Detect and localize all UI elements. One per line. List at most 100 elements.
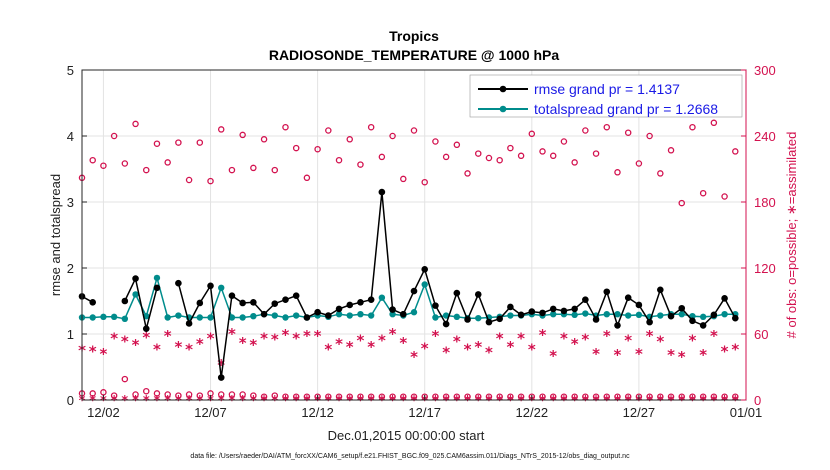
- obs-assimilated-low-point: *: [186, 394, 193, 409]
- rmse-point: [474, 291, 482, 298]
- obs-assimilated-low-point: *: [378, 394, 385, 409]
- obs-possible-low-point: [367, 393, 375, 400]
- obs-assimilated-low-point: *: [507, 394, 514, 409]
- obs-possible-point: [592, 150, 600, 157]
- totalspread-point: [432, 314, 439, 321]
- obs-possible-point: [732, 148, 739, 155]
- y-left-tick-label: 4: [67, 129, 74, 144]
- rmse-point: [603, 288, 611, 296]
- obs-possible-low-point: [507, 393, 514, 400]
- obs-possible-low-point: [357, 393, 364, 400]
- rmse-point: [228, 292, 236, 300]
- obs-possible-point: [389, 132, 396, 140]
- obs-possible-point: [517, 152, 525, 160]
- obs-assimilated-low-point: *: [635, 394, 642, 409]
- obs-assimilated-point: *: [474, 338, 482, 356]
- obs-possible-low-point: [400, 393, 407, 400]
- totalspread-point: [410, 309, 418, 316]
- rmse-point: [592, 316, 600, 323]
- rmse-point: [614, 322, 621, 329]
- obs-possible-low-point: [689, 393, 696, 400]
- y-left-tick-label: 1: [67, 327, 74, 342]
- y-right-tick-label: 120: [754, 261, 776, 276]
- obs-assimilated-low-point: *: [271, 394, 278, 409]
- rmse-point: [185, 320, 193, 327]
- totalspread-point: [367, 312, 375, 319]
- obs-assimilated-point: *: [357, 332, 365, 350]
- obs-assimilated-low-point: *: [689, 394, 696, 409]
- rmse-point: [710, 311, 718, 319]
- obs-assimilated-point: *: [571, 335, 579, 353]
- obs-possible-low-point: [335, 393, 343, 400]
- obs-assimilated-point: *: [549, 347, 557, 365]
- y-left-tick-label: 0: [67, 393, 74, 408]
- obs-possible-point: [667, 147, 675, 154]
- rmse-point: [560, 307, 568, 315]
- rmse-point: [142, 325, 150, 333]
- obs-possible-low-point: [710, 393, 718, 400]
- rmse-point: [635, 301, 643, 309]
- obs-possible-low-point: [250, 392, 257, 399]
- totalspread-point: [346, 312, 353, 319]
- obs-assimilated-low-point: *: [143, 394, 150, 409]
- obs-assimilated-low-point: *: [239, 394, 246, 409]
- obs-possible-point: [560, 138, 568, 145]
- rmse-point: [657, 286, 664, 294]
- rmse-point: [453, 289, 461, 297]
- obs-possible-low-point: [260, 393, 268, 400]
- obs-assimilated-point: *: [164, 327, 172, 345]
- y-left-tick-label: 2: [67, 261, 74, 276]
- rmse-point: [517, 311, 525, 319]
- obs-possible-low-point: [603, 393, 611, 400]
- obs-assimilated-low-point: *: [561, 394, 568, 409]
- obs-possible-low-point: [496, 393, 503, 400]
- obs-possible-point: [464, 170, 471, 177]
- obs-assimilated-low-point: *: [603, 394, 610, 409]
- obs-possible-low-point: [282, 393, 289, 400]
- obs-possible-low-point: [560, 393, 568, 400]
- rmse-point: [260, 310, 268, 318]
- obs-possible-point: [378, 153, 386, 161]
- obs-possible-low-point: [464, 393, 471, 400]
- obs-assimilated-low-point: *: [121, 394, 128, 409]
- obs-possible-low-point: [89, 390, 96, 397]
- rmse-point: [153, 284, 161, 292]
- obs-assimilated-low-point: *: [100, 394, 107, 409]
- y-axis-label-right: # of obs: o=possible; ∗=assimilated: [784, 132, 799, 339]
- obs-assimilated-point: *: [367, 338, 375, 356]
- obs-assimilated-point: *: [335, 335, 343, 353]
- obs-possible-low-point: [217, 391, 225, 398]
- obs-possible-point: [325, 127, 332, 134]
- legend-rmse-marker: [499, 85, 507, 93]
- obs-assimilated-point: *: [314, 327, 322, 345]
- obs-possible-point: [432, 138, 439, 145]
- rmse-point: [549, 305, 557, 313]
- obs-possible-point: [710, 119, 718, 127]
- obs-assimilated-point: *: [656, 333, 664, 351]
- obs-assimilated-point: *: [239, 334, 247, 352]
- x-tick-label: 12/27: [623, 405, 656, 420]
- obs-assimilated-point: *: [282, 326, 290, 344]
- obs-assimilated-point: *: [271, 331, 279, 349]
- rmse-point: [582, 296, 589, 303]
- obs-possible-point: [292, 144, 300, 152]
- obs-possible-point: [603, 123, 611, 131]
- obs-assimilated-point: *: [303, 327, 311, 345]
- obs-assimilated-point: *: [646, 327, 654, 345]
- obs-possible-low-point: [346, 393, 353, 400]
- rmse-point: [464, 316, 471, 323]
- obs-possible-point: [582, 127, 589, 134]
- obs-assimilated-low-point: *: [464, 394, 471, 409]
- obs-assimilated-low-point: *: [175, 394, 182, 409]
- obs-assimilated-point: *: [710, 327, 718, 345]
- rmse-point: [624, 294, 632, 302]
- obs-possible-point: [721, 193, 728, 200]
- totalspread-point: [89, 314, 96, 321]
- obs-possible-point: [400, 175, 407, 183]
- obs-assimilated-point: *: [217, 356, 225, 374]
- obs-possible-low-point: [100, 389, 107, 396]
- rmse-point: [196, 299, 204, 307]
- obs-assimilated-point: *: [346, 338, 354, 356]
- obs-assimilated-low-point: *: [368, 394, 375, 409]
- chart-title: Tropics: [389, 28, 439, 44]
